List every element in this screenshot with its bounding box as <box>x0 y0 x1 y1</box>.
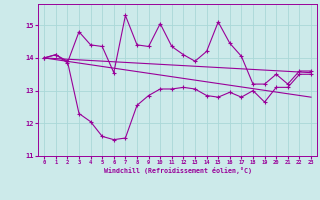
X-axis label: Windchill (Refroidissement éolien,°C): Windchill (Refroidissement éolien,°C) <box>104 167 252 174</box>
